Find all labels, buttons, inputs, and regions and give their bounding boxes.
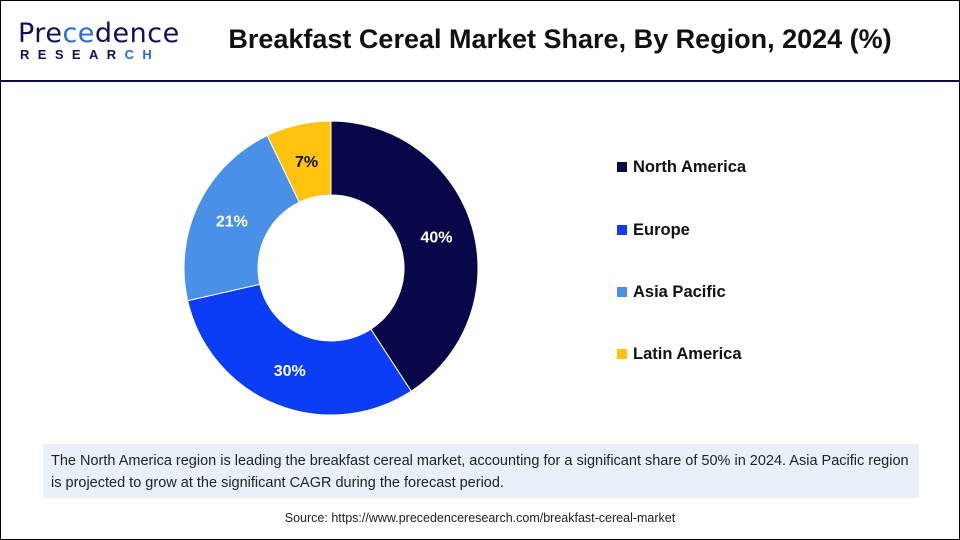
data-label: 30% bbox=[274, 363, 306, 380]
legend-swatch bbox=[617, 162, 627, 172]
legend-label: North America bbox=[633, 158, 747, 176]
donut-slice-asia-pacific bbox=[183, 134, 300, 302]
donut-slice-latin-america bbox=[266, 120, 332, 203]
logo-wordmark: Precedence bbox=[18, 18, 180, 49]
legend-item-north-america: North America bbox=[617, 158, 746, 177]
precedence-research-logo: Precedence RESEARCH bbox=[18, 18, 179, 64]
source-text: Source: https://www.precedenceresearch.c… bbox=[284, 511, 676, 525]
legend-item-asia-pacific: Asia Pacific bbox=[617, 283, 726, 302]
data-label: 40% bbox=[420, 230, 452, 247]
legend-item-europe: Europe bbox=[617, 221, 690, 240]
data-label: 21% bbox=[216, 213, 248, 230]
chart-title: Breakfast Cereal Market Share, By Region… bbox=[228, 24, 892, 54]
logo-subtitle: RESEARCH bbox=[20, 47, 161, 62]
summary-note: The North America region is leading the … bbox=[43, 444, 919, 498]
legend-label: Latin America bbox=[633, 345, 742, 363]
legend-label: Europe bbox=[633, 221, 690, 239]
legend-swatch bbox=[617, 287, 627, 297]
donut-slice-europe bbox=[187, 283, 412, 416]
header: Precedence RESEARCH Breakfast Cereal Mar… bbox=[0, 0, 960, 82]
legend-swatch bbox=[617, 225, 627, 235]
data-label: 7% bbox=[295, 154, 318, 171]
donut-chart: 40% 30% 21% 7% bbox=[183, 120, 479, 416]
legend-label: Asia Pacific bbox=[633, 283, 726, 301]
donut-slice-north-america bbox=[330, 120, 479, 392]
legend-item-latin-america: Latin America bbox=[617, 345, 742, 364]
legend-swatch bbox=[617, 349, 627, 359]
